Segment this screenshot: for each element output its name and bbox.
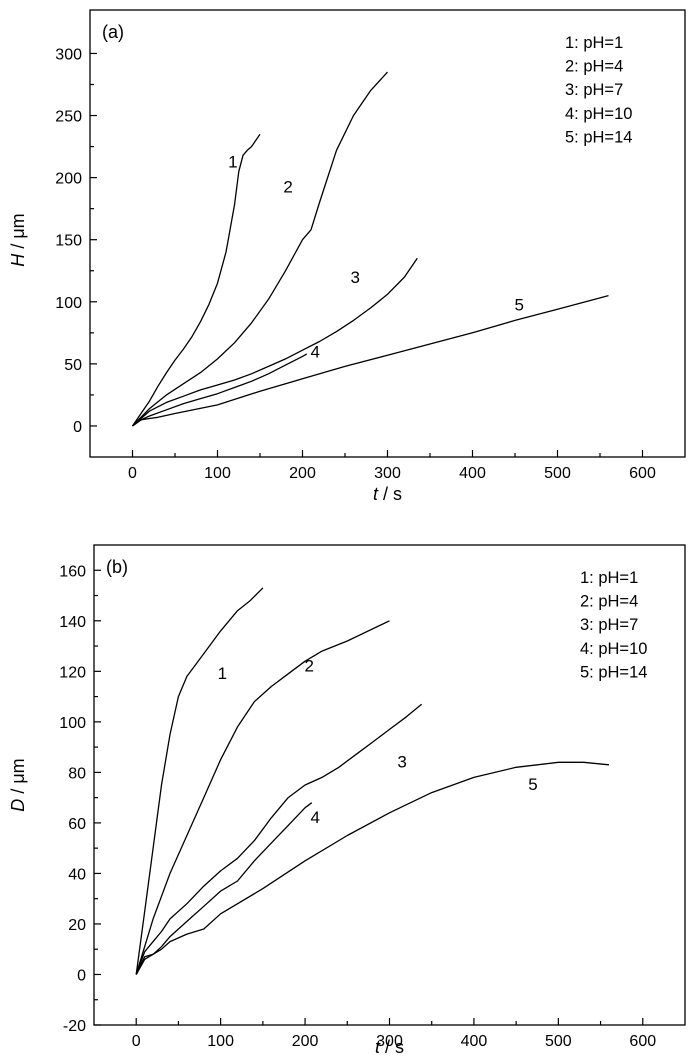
x-tick-label: 300 [376,1033,403,1050]
x-axis-label: t / s [373,484,402,504]
x-tick-label: 200 [289,465,316,482]
y-axis-variable: D [8,799,28,812]
y-axis-unit: / μm [8,213,28,253]
series-label: 1 [218,664,227,683]
legend-entry: 5: pH=14 [565,128,632,146]
series-label: 4 [311,343,320,362]
x-tick-label: 600 [629,465,656,482]
x-tick-label: 600 [629,1033,656,1050]
legend-entry: 4: pH=10 [565,105,632,123]
y-tick-label: 140 [59,614,86,631]
x-tick-label: 400 [461,1033,488,1050]
series-line-5 [132,294,609,427]
y-tick-label: 100 [59,715,86,732]
series-line-1 [131,133,261,427]
series-line-2 [132,71,388,427]
series-label: 3 [397,752,406,771]
x-tick-label: 300 [374,465,401,482]
y-tick-label: 20 [68,917,86,934]
y-axis-label: D / μm [8,758,28,811]
legend-entry: 1: pH=1 [565,34,623,52]
x-axis-label: t / s [375,1037,404,1057]
x-axis-unit: / s [378,484,402,504]
panel-label: (b) [106,557,128,577]
panel-b: 0 100 200 300 400 500 600 -20 0 20 40 60 80 100 120 140… [8,544,686,1057]
y-tick-label: 0 [73,419,82,436]
x-axis-unit: / s [380,1037,404,1057]
series-label: 1 [228,153,237,172]
legend-entry: 3: pH=7 [580,616,638,634]
series-label: 5 [515,295,524,314]
x-tick-label: 500 [545,1033,572,1050]
legend-entry: 4: pH=10 [580,640,647,658]
series-label: 5 [528,775,537,794]
series-label: 3 [350,268,359,287]
x-axis-variable: t [375,1037,381,1057]
y-tick-label: 250 [55,109,82,126]
x-tick-label: 400 [459,465,486,482]
series-line-2 [135,620,390,975]
series-line-3 [132,257,418,427]
y-axis-variable: H [8,253,28,267]
x-tick-label: 0 [128,465,137,482]
panel-a: 0 100 200 300 400 500 600 0 50 100 150 200 250 300 t /… [8,9,686,504]
series-line-1 [135,587,264,975]
legend-entry: 1: pH=1 [580,569,638,587]
y-tick-label: 150 [55,233,82,250]
legend-entry: 2: pH=4 [565,58,623,76]
x-tick-label: 200 [292,1033,319,1050]
y-tick-label: 120 [59,664,86,681]
series-line-5 [135,761,610,975]
y-axis-unit: / μm [8,758,28,798]
series-label: 4 [310,808,319,827]
y-tick-label: 200 [55,171,82,188]
x-tick-label: 100 [207,1033,234,1050]
series-line-4 [132,353,308,427]
legend-entry: 2: pH=4 [580,593,638,611]
y-tick-label: 100 [55,295,82,312]
y-tick-label: 40 [68,866,86,883]
x-axis-variable: t [373,484,379,504]
x-tick-label: 100 [204,465,231,482]
y-tick-label: 0 [77,967,86,984]
x-tick-label: 0 [132,1033,141,1050]
legend-entry: 3: pH=7 [565,81,623,99]
x-tick-label: 500 [544,465,571,482]
series-line-3 [135,703,423,975]
plot-frame [89,9,686,458]
series-label: 2 [305,656,314,675]
y-tick-label: -20 [63,1018,86,1035]
y-tick-label: 160 [59,563,86,580]
panel-label: (a) [102,22,124,42]
y-axis-label: H / μm [8,213,28,266]
y-tick-label: 80 [68,765,86,782]
legend-entry: 5: pH=14 [580,663,647,681]
y-tick-label: 60 [68,816,86,833]
y-tick-label: 50 [64,357,82,374]
series-label: 2 [283,178,292,197]
y-tick-label: 300 [55,46,82,63]
